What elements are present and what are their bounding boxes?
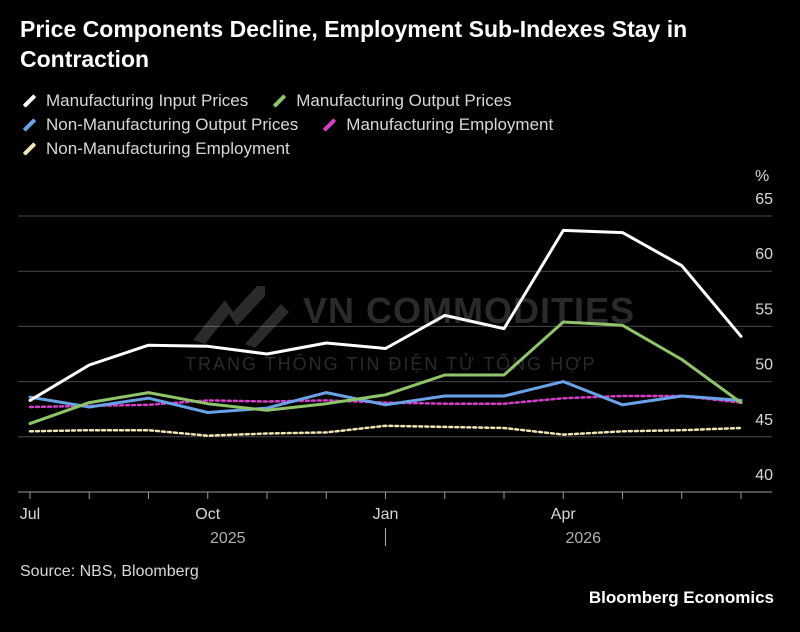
series-line-2	[28, 380, 743, 414]
legend-item-mfg-input-prices: Manufacturing Input Prices	[20, 89, 248, 113]
legend-item-mfg-employment: Manufacturing Employment	[320, 113, 553, 137]
legend-label: Non-Manufacturing Employment	[46, 139, 290, 158]
series-line-4	[28, 424, 743, 437]
x-tick-label: Jul	[20, 506, 40, 523]
chart-legend: Manufacturing Input Prices Manufacturing…	[20, 89, 780, 161]
series-line-0	[28, 228, 743, 402]
y-tick-label: 50	[755, 357, 773, 374]
x-year-label: 2026	[565, 530, 601, 547]
y-tick-label: 40	[755, 467, 773, 484]
x-tick-label: Apr	[551, 506, 577, 523]
series-line-1	[28, 320, 743, 426]
y-tick-label: 55	[755, 301, 773, 318]
y-tick-label: 65	[755, 191, 773, 208]
legend-label: Manufacturing Input Prices	[46, 91, 249, 110]
legend-label: Manufacturing Employment	[346, 115, 554, 134]
legend-label: Manufacturing Output Prices	[296, 91, 512, 110]
y-tick-label: 60	[755, 246, 773, 263]
series-line-3	[28, 394, 743, 409]
x-tick-label: Oct	[195, 506, 220, 523]
legend-row-1: Manufacturing Input Prices Manufacturing…	[20, 89, 780, 113]
brand-label: Bloomberg Economics	[588, 588, 774, 607]
y-axis-unit: %	[755, 168, 770, 185]
y-tick-label: 45	[755, 412, 773, 429]
x-year-label: 2025	[210, 530, 246, 547]
chart-title: Price Components Decline, Employment Sub…	[20, 16, 688, 72]
legend-item-nonmfg-output-prices: Non-Manufacturing Output Prices	[20, 113, 298, 137]
legend-item-mfg-output-prices: Manufacturing Output Prices	[270, 89, 512, 113]
x-tick-label: Jan	[373, 506, 399, 523]
legend-row-3: Non-Manufacturing Employment	[20, 137, 780, 161]
source-note: Source: NBS, Bloomberg	[20, 563, 199, 580]
legend-row-2: Non-Manufacturing Output Prices Manufact…	[20, 113, 780, 137]
legend-label: Non-Manufacturing Output Prices	[46, 115, 299, 134]
legend-item-nonmfg-employment: Non-Manufacturing Employment	[20, 137, 290, 161]
